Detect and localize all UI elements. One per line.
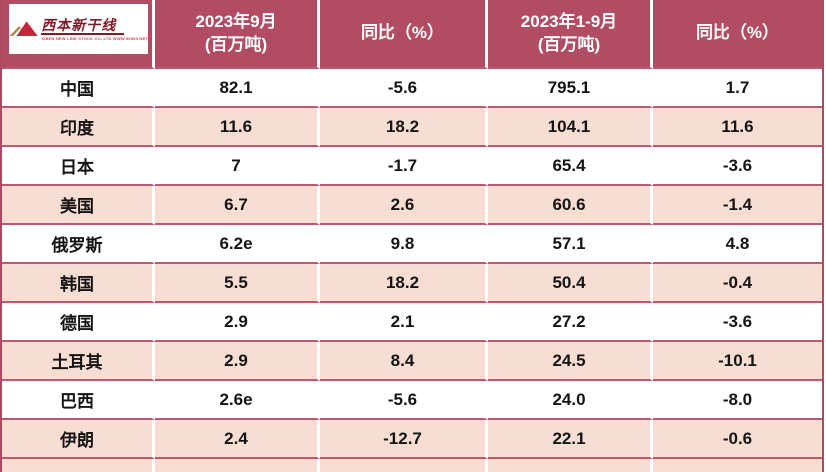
- header-yoy-2: 同比（%）: [653, 0, 822, 69]
- value-cell: 8.4: [320, 342, 488, 381]
- value-cell: 24.0: [488, 381, 653, 420]
- country-cell: 德国: [2, 303, 155, 342]
- table-row-partial: [2, 459, 822, 472]
- header-jan-sep-2023: 2023年1-9月 (百万吨): [488, 0, 653, 69]
- table-row: 中国 82.1 -5.6 795.1 1.7: [2, 69, 822, 108]
- value-cell: 18.2: [320, 108, 488, 147]
- header-yoy-1: 同比（%）: [320, 0, 488, 69]
- value-cell: 2.4: [155, 420, 320, 459]
- table-row: 土耳其 2.9 8.4 24.5 -10.1: [2, 342, 822, 381]
- value-cell: -3.6: [653, 303, 822, 342]
- value-cell: -5.6: [320, 69, 488, 108]
- value-cell: 6.2e: [155, 225, 320, 264]
- value-cell: 65.4: [488, 147, 653, 186]
- value-cell: [320, 459, 488, 472]
- table-row: 韩国 5.5 18.2 50.4 -0.4: [2, 264, 822, 303]
- value-cell: 5.5: [155, 264, 320, 303]
- table-row: 俄罗斯 6.2e 9.8 57.1 4.8: [2, 225, 822, 264]
- country-cell: [2, 459, 155, 472]
- value-cell: 6.7: [155, 186, 320, 225]
- logo-text: 西本新干线 XIBEN NEW LINE STOCK CO.,LTD WWW.9…: [41, 17, 148, 41]
- value-cell: -10.1: [653, 342, 822, 381]
- value-cell: 22.1: [488, 420, 653, 459]
- brand-subtext: XIBEN NEW LINE STOCK CO.,LTD WWW.96369.N…: [41, 35, 148, 41]
- value-cell: -5.6: [320, 381, 488, 420]
- value-cell: 2.6: [320, 186, 488, 225]
- header-sep2023-line1: 2023年9月: [195, 12, 277, 32]
- value-cell: 4.8: [653, 225, 822, 264]
- brand-name: 西本新干线: [41, 17, 125, 35]
- value-cell: 11.6: [653, 108, 822, 147]
- value-cell: 60.6: [488, 186, 653, 225]
- country-cell: 俄罗斯: [2, 225, 155, 264]
- value-cell: -3.6: [653, 147, 822, 186]
- table-row: 伊朗 2.4 -12.7 22.1 -0.6: [2, 420, 822, 459]
- country-cell: 印度: [2, 108, 155, 147]
- country-cell: 伊朗: [2, 420, 155, 459]
- header-jan-sep-line2: (百万吨): [537, 34, 601, 54]
- value-cell: -0.4: [653, 264, 822, 303]
- country-cell: 土耳其: [2, 342, 155, 381]
- country-cell: 巴西: [2, 381, 155, 420]
- header-sep2023-line2: (百万吨): [204, 34, 268, 54]
- country-cell: 美国: [2, 186, 155, 225]
- table-row: 印度 11.6 18.2 104.1 11.6: [2, 108, 822, 147]
- value-cell: -1.4: [653, 186, 822, 225]
- value-cell: 795.1: [488, 69, 653, 108]
- value-cell: 18.2: [320, 264, 488, 303]
- table-row: 日本 7 -1.7 65.4 -3.6: [2, 147, 822, 186]
- value-cell: -0.6: [653, 420, 822, 459]
- header-yoy-2-label: 同比（%）: [695, 23, 780, 43]
- value-cell: 104.1: [488, 108, 653, 147]
- logo-cell: 西本新干线 XIBEN NEW LINE STOCK CO.,LTD WWW.9…: [2, 0, 155, 69]
- value-cell: [653, 459, 822, 472]
- value-cell: 82.1: [155, 69, 320, 108]
- value-cell: 50.4: [488, 264, 653, 303]
- value-cell: 24.5: [488, 342, 653, 381]
- value-cell: 2.9: [155, 342, 320, 381]
- header-sep2023: 2023年9月 (百万吨): [155, 0, 320, 69]
- value-cell: 9.8: [320, 225, 488, 264]
- value-cell: 11.6: [155, 108, 320, 147]
- country-cell: 韩国: [2, 264, 155, 303]
- table-row: 德国 2.9 2.1 27.2 -3.6: [2, 303, 822, 342]
- country-cell: 中国: [2, 69, 155, 108]
- table-row: 美国 6.7 2.6 60.6 -1.4: [2, 186, 822, 225]
- header-yoy-1-label: 同比（%）: [360, 23, 445, 43]
- header-jan-sep-line1: 2023年1-9月: [520, 12, 618, 32]
- country-cell: 日本: [2, 147, 155, 186]
- value-cell: [155, 459, 320, 472]
- value-cell: -12.7: [320, 420, 488, 459]
- value-cell: 7: [155, 147, 320, 186]
- table-header-row: 西本新干线 XIBEN NEW LINE STOCK CO.,LTD WWW.9…: [2, 0, 822, 69]
- value-cell: -8.0: [653, 381, 822, 420]
- table-row: 巴西 2.6e -5.6 24.0 -8.0: [2, 381, 822, 420]
- value-cell: -1.7: [320, 147, 488, 186]
- value-cell: 2.6e: [155, 381, 320, 420]
- value-cell: 27.2: [488, 303, 653, 342]
- value-cell: 2.9: [155, 303, 320, 342]
- value-cell: 57.1: [488, 225, 653, 264]
- value-cell: [488, 459, 653, 472]
- value-cell: 2.1: [320, 303, 488, 342]
- value-cell: 1.7: [653, 69, 822, 108]
- logo: 西本新干线 XIBEN NEW LINE STOCK CO.,LTD WWW.9…: [9, 4, 148, 54]
- mountains-icon: [9, 21, 38, 37]
